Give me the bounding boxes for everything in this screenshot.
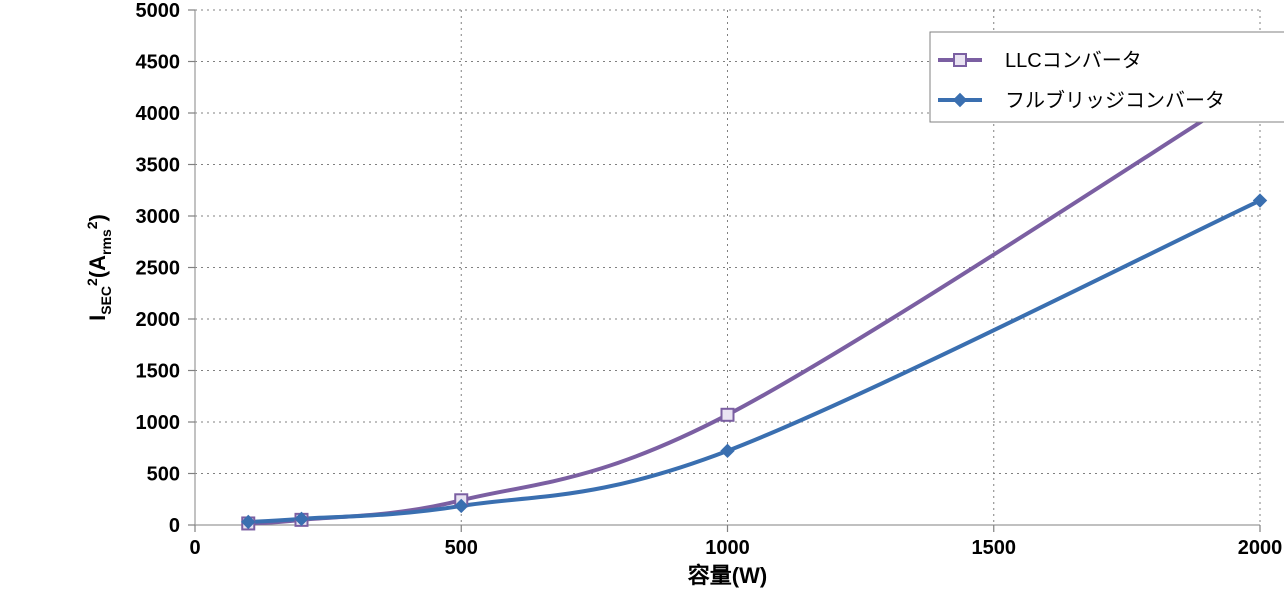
x-axis-title: 容量(W) bbox=[688, 563, 767, 588]
y-tick-label: 3500 bbox=[136, 155, 181, 177]
x-tick-label: 2000 bbox=[1238, 537, 1283, 559]
chart-container: 0 500 1000 1500 2000 0 500 1000 1500 2000 2500 3000… bbox=[0, 0, 1284, 594]
x-tick-label: 1000 bbox=[705, 537, 750, 559]
line-chart: 0 500 1000 1500 2000 0 500 1000 1500 2000 2500 3000… bbox=[0, 0, 1284, 594]
legend-marker-llc bbox=[954, 54, 966, 66]
y-tick-label: 0 bbox=[169, 515, 180, 537]
y-tick-label: 2000 bbox=[136, 309, 181, 331]
y-tick-label: 2500 bbox=[136, 258, 181, 280]
legend-label-fullbridge: フルブリッジコンバータ bbox=[1005, 88, 1225, 112]
legend-label-llc: LLCコンバータ bbox=[1005, 49, 1142, 72]
x-tick-label: 0 bbox=[189, 537, 200, 559]
y-tick-label: 1000 bbox=[136, 412, 181, 434]
x-tick-label: 1500 bbox=[972, 537, 1017, 559]
y-tick-label: 1500 bbox=[136, 361, 181, 383]
y-tick-label: 4000 bbox=[136, 103, 181, 125]
y-tick-label: 500 bbox=[147, 464, 180, 486]
y-tick-label: 5000 bbox=[136, 0, 181, 22]
series-marker-llc bbox=[722, 409, 734, 421]
x-tick-label: 500 bbox=[445, 537, 478, 559]
y-tick-label: 4500 bbox=[136, 52, 181, 74]
y-tick-label: 3000 bbox=[136, 206, 181, 228]
